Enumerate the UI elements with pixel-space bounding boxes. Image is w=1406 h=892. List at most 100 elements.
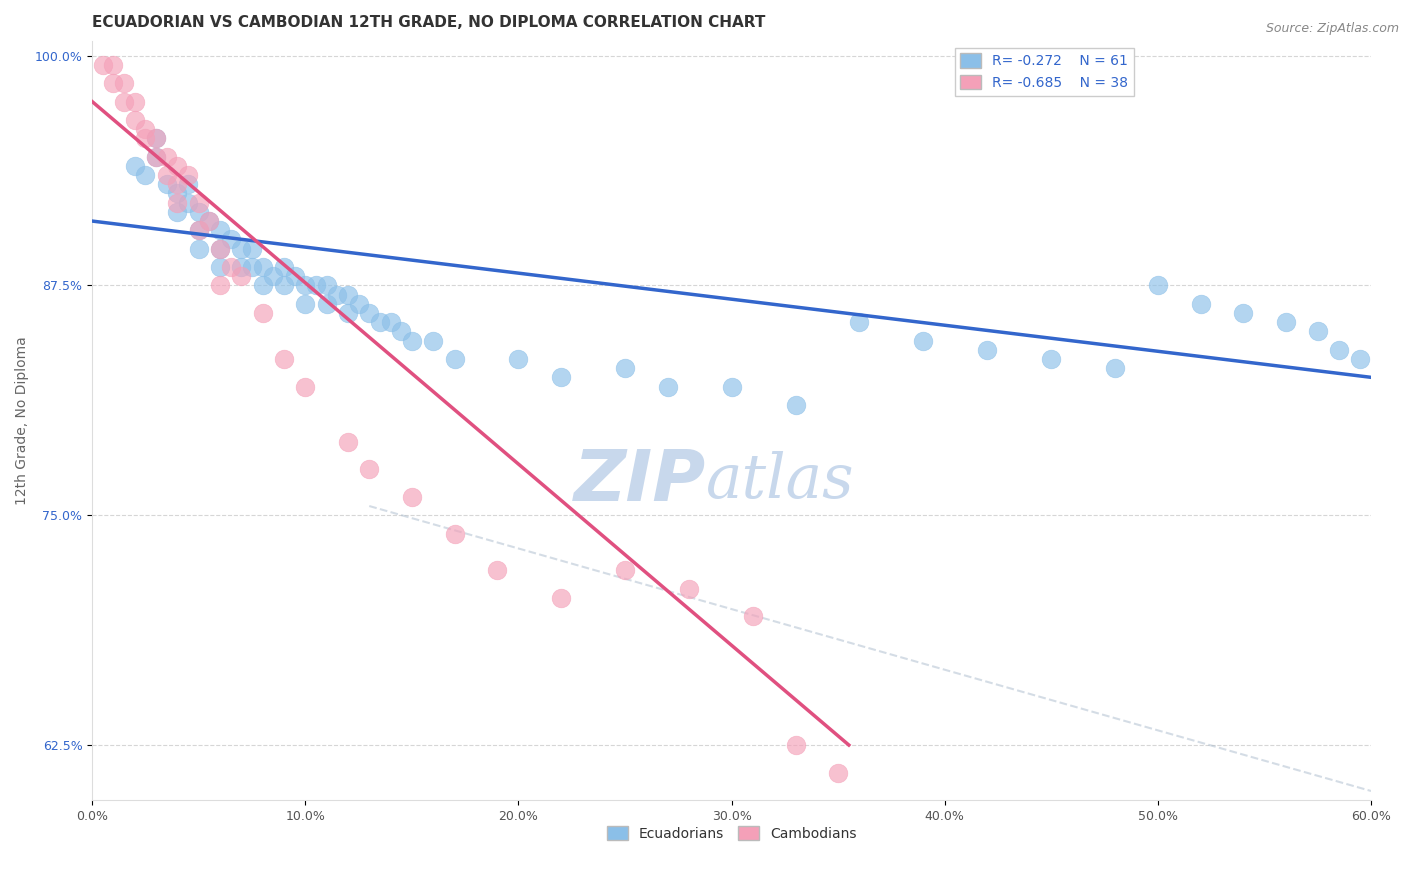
Point xyxy=(273,351,295,366)
Point xyxy=(134,168,156,182)
Point xyxy=(209,242,232,256)
Point xyxy=(368,315,391,329)
Point xyxy=(219,232,242,246)
Point xyxy=(294,297,316,311)
Point xyxy=(1232,306,1254,320)
Point xyxy=(145,131,167,145)
Point xyxy=(657,379,679,393)
Point xyxy=(976,343,998,357)
Point xyxy=(166,205,188,219)
Point xyxy=(166,186,188,201)
Point xyxy=(1275,315,1298,329)
Point xyxy=(156,178,179,192)
Point xyxy=(231,260,253,274)
Point xyxy=(187,242,209,256)
Point xyxy=(550,370,572,384)
Point xyxy=(240,260,263,274)
Point xyxy=(912,334,935,348)
Point xyxy=(112,76,135,90)
Text: ECUADORIAN VS CAMBODIAN 12TH GRADE, NO DIPLOMA CORRELATION CHART: ECUADORIAN VS CAMBODIAN 12TH GRADE, NO D… xyxy=(93,15,765,30)
Point xyxy=(166,159,188,173)
Point xyxy=(103,58,125,72)
Text: atlas: atlas xyxy=(706,451,855,511)
Point xyxy=(177,178,200,192)
Point xyxy=(145,150,167,164)
Point xyxy=(273,260,295,274)
Point xyxy=(508,351,530,366)
Point xyxy=(156,150,179,164)
Point xyxy=(187,223,209,237)
Point xyxy=(209,242,232,256)
Point xyxy=(785,398,807,412)
Point xyxy=(103,76,125,90)
Point xyxy=(294,379,316,393)
Point xyxy=(145,150,167,164)
Point xyxy=(262,269,284,284)
Point xyxy=(550,591,572,605)
Point xyxy=(112,95,135,109)
Point xyxy=(614,361,637,376)
Point xyxy=(359,306,381,320)
Text: Source: ZipAtlas.com: Source: ZipAtlas.com xyxy=(1265,22,1399,36)
Text: ZIP: ZIP xyxy=(574,447,706,516)
Point xyxy=(124,95,146,109)
Point xyxy=(252,306,274,320)
Point xyxy=(336,306,359,320)
Point xyxy=(209,278,232,293)
Point xyxy=(134,122,156,136)
Point xyxy=(198,214,221,228)
Point xyxy=(231,269,253,284)
Point xyxy=(359,462,381,476)
Point xyxy=(187,195,209,210)
Point xyxy=(326,287,349,301)
Point xyxy=(486,563,509,577)
Point xyxy=(91,58,114,72)
Point xyxy=(347,297,370,311)
Point xyxy=(401,490,423,504)
Point xyxy=(252,278,274,293)
Point xyxy=(252,260,274,274)
Point xyxy=(219,260,242,274)
Point xyxy=(336,434,359,449)
Y-axis label: 12th Grade, No Diploma: 12th Grade, No Diploma xyxy=(15,336,30,505)
Legend: Ecuadorians, Cambodians: Ecuadorians, Cambodians xyxy=(602,821,862,847)
Point xyxy=(422,334,444,348)
Point xyxy=(315,297,337,311)
Point xyxy=(134,131,156,145)
Point xyxy=(124,112,146,127)
Point xyxy=(315,278,337,293)
Point xyxy=(389,324,412,338)
Point xyxy=(305,278,328,293)
Point xyxy=(443,351,465,366)
Point xyxy=(187,223,209,237)
Point xyxy=(240,242,263,256)
Point xyxy=(166,178,188,192)
Point xyxy=(1147,278,1170,293)
Point xyxy=(401,334,423,348)
Point xyxy=(1189,297,1212,311)
Point xyxy=(166,195,188,210)
Point xyxy=(294,278,316,293)
Point xyxy=(1327,343,1350,357)
Point xyxy=(198,214,221,228)
Point xyxy=(156,168,179,182)
Point xyxy=(1306,324,1329,338)
Point xyxy=(145,131,167,145)
Point xyxy=(614,563,637,577)
Point xyxy=(848,315,870,329)
Point xyxy=(284,269,307,284)
Point xyxy=(1350,351,1372,366)
Point xyxy=(336,287,359,301)
Point xyxy=(177,195,200,210)
Point xyxy=(177,168,200,182)
Point xyxy=(187,205,209,219)
Point xyxy=(124,159,146,173)
Point xyxy=(785,738,807,752)
Point xyxy=(209,223,232,237)
Point xyxy=(742,609,765,624)
Point xyxy=(380,315,402,329)
Point xyxy=(273,278,295,293)
Point xyxy=(678,582,700,596)
Point xyxy=(720,379,742,393)
Point xyxy=(1104,361,1126,376)
